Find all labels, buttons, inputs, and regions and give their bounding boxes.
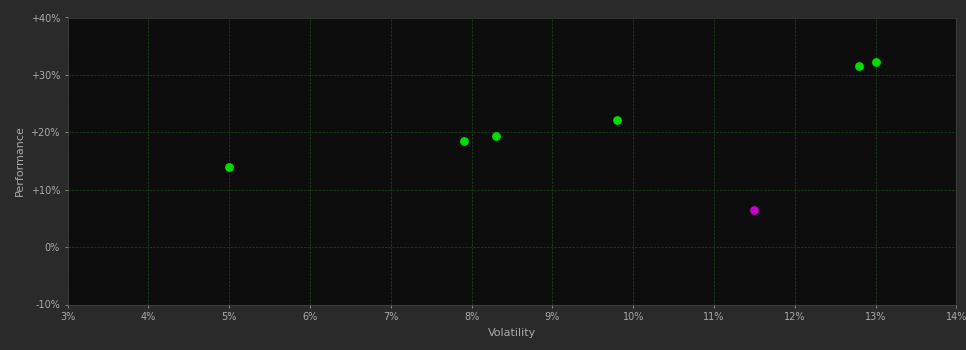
Point (610, 117, 625, 122)
Point (867, 60, 883, 65)
Y-axis label: Performance: Performance (14, 126, 25, 196)
Point (456, 138, 471, 144)
Point (852, 63, 867, 69)
Point (488, 133, 503, 139)
X-axis label: Volatility: Volatility (488, 328, 536, 338)
Point (221, 164, 237, 169)
Point (747, 207, 762, 212)
